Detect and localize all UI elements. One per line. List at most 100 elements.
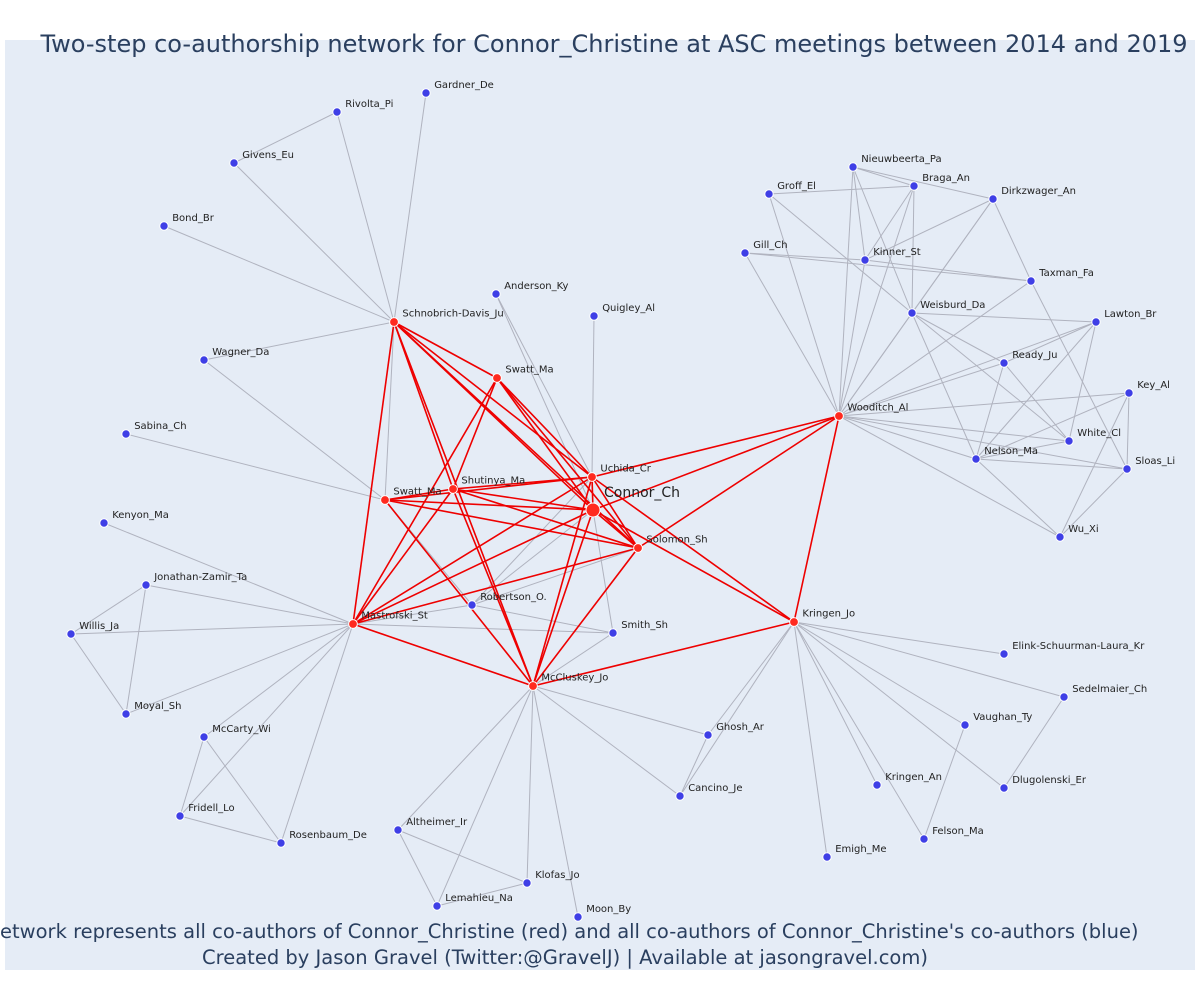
node-marker-altheimer-ir[interactable] (393, 825, 403, 835)
node-kenyon-ma[interactable]: Kenyon_Ma (99, 510, 169, 528)
node-marker-key-al[interactable] (1124, 388, 1134, 398)
node-wagner-da[interactable]: Wagner_Da (199, 347, 270, 365)
node-marker-moyal-sh[interactable] (121, 709, 131, 719)
node-marker-kenyon-ma[interactable] (99, 518, 109, 528)
node-marker-solomon-sh[interactable] (633, 543, 643, 553)
node-altheimer-ir[interactable]: Altheimer_Ir (393, 817, 468, 835)
node-marker-lemahieu-na[interactable] (432, 901, 442, 911)
node-marker-sabina-ch[interactable] (121, 429, 131, 439)
node-shutinya-ma[interactable]: Shutinya_Ma (448, 476, 526, 494)
node-marker-gill-ch[interactable] (740, 248, 750, 258)
node-kringen-an[interactable]: Kringen_An (872, 772, 942, 790)
node-givens-eu[interactable]: Givens_Eu (229, 150, 294, 168)
node-marker-emigh-me[interactable] (822, 852, 832, 862)
node-groff-el[interactable]: Groff_El (764, 181, 816, 199)
node-marker-givens-eu[interactable] (229, 158, 239, 168)
node-marker-nelson-ma[interactable] (971, 454, 981, 464)
node-marker-schnobrich-davis-ju[interactable] (389, 317, 399, 327)
node-marker-moon-by[interactable] (573, 912, 583, 922)
node-marker-swatt-ma-2[interactable] (492, 373, 502, 383)
node-fridell-lo[interactable]: Fridell_Lo (175, 803, 235, 821)
node-mccluskey-jo[interactable]: McCluskey_Jo (528, 673, 609, 691)
node-marker-lawton-br[interactable] (1091, 317, 1101, 327)
node-sloas-li[interactable]: Sloas_Li (1122, 456, 1175, 474)
node-weisburd-da[interactable]: Weisburd_Da (907, 300, 986, 318)
node-marker-kringen-jo[interactable] (789, 617, 799, 627)
node-marker-dirkzwager-an[interactable] (988, 194, 998, 204)
node-gardner-de[interactable]: Gardner_De (421, 80, 494, 98)
node-marker-white-cl[interactable] (1064, 436, 1074, 446)
node-marker-wagner-da[interactable] (199, 355, 209, 365)
node-felson-ma[interactable]: Felson_Ma (919, 826, 984, 844)
node-marker-wu-xi[interactable] (1055, 532, 1065, 542)
node-marker-vaughan-ty[interactable] (960, 720, 970, 730)
node-vaughan-ty[interactable]: Vaughan_Ty (960, 712, 1033, 730)
node-marker-mccarty-wi[interactable] (199, 732, 209, 742)
node-marker-sedelmaier-ch[interactable] (1059, 692, 1069, 702)
node-swatt-ma-1[interactable]: Swatt_Ma (380, 487, 442, 505)
node-mccarty-wi[interactable]: McCarty_Wi (199, 724, 271, 742)
node-moyal-sh[interactable]: Moyal_Sh (121, 701, 182, 719)
node-jonathan-zamir-ta[interactable]: Jonathan-Zamir_Ta (141, 572, 247, 590)
node-marker-mastrofski-st[interactable] (348, 619, 358, 629)
node-elink-schuurman-laura-kr[interactable]: Elink-Schuurman-Laura_Kr (999, 641, 1145, 659)
node-marker-ready-ju[interactable] (999, 358, 1009, 368)
node-marker-fridell-lo[interactable] (175, 811, 185, 821)
node-smith-sh[interactable]: Smith_Sh (608, 620, 668, 638)
node-rivolta-pi[interactable]: Rivolta_Pi (332, 99, 394, 117)
node-marker-bond-br[interactable] (159, 221, 169, 231)
node-marker-anderson-ky[interactable] (491, 289, 501, 299)
node-marker-uchida-cr[interactable] (587, 472, 597, 482)
node-klofas-jo[interactable]: Klofas_Jo (522, 870, 580, 888)
node-mastrofski-st[interactable]: Mastrofski_St (348, 611, 428, 629)
node-marker-felson-ma[interactable] (919, 834, 929, 844)
node-marker-dlugolenski-er[interactable] (999, 783, 1009, 793)
node-sedelmaier-ch[interactable]: Sedelmaier_Ch (1059, 684, 1147, 702)
node-marker-taxman-fa[interactable] (1026, 276, 1036, 286)
node-braga-an[interactable]: Braga_An (909, 173, 970, 191)
node-marker-rivolta-pi[interactable] (332, 107, 342, 117)
node-key-al[interactable]: Key_Al (1124, 380, 1170, 398)
node-quigley-al[interactable]: Quigley_Al (589, 303, 655, 321)
node-marker-ghosh-ar[interactable] (703, 730, 713, 740)
node-marker-kinner-st[interactable] (860, 255, 870, 265)
node-wu-xi[interactable]: Wu_Xi (1055, 524, 1099, 542)
node-ghosh-ar[interactable]: Ghosh_Ar (703, 722, 765, 740)
node-marker-connor-ch[interactable] (585, 502, 601, 518)
node-dirkzwager-an[interactable]: Dirkzwager_An (988, 186, 1076, 204)
node-taxman-fa[interactable]: Taxman_Fa (1026, 268, 1094, 286)
node-marker-klofas-jo[interactable] (522, 878, 532, 888)
node-marker-mccluskey-jo[interactable] (528, 681, 538, 691)
node-marker-gardner-de[interactable] (421, 88, 431, 98)
node-wooditch-al[interactable]: Wooditch_Al (834, 403, 909, 421)
node-marker-groff-el[interactable] (764, 189, 774, 199)
node-swatt-ma-2[interactable]: Swatt_Ma (492, 365, 554, 383)
node-marker-weisburd-da[interactable] (907, 308, 917, 318)
node-marker-cancino-je[interactable] (675, 791, 685, 801)
node-marker-kringen-an[interactable] (872, 780, 882, 790)
node-marker-elink-schuurman-laura-kr[interactable] (999, 649, 1009, 659)
node-white-cl[interactable]: White_Cl (1064, 428, 1121, 446)
node-dlugolenski-er[interactable]: Dlugolenski_Er (999, 775, 1087, 793)
node-uchida-cr[interactable]: Uchida_Cr (587, 464, 652, 482)
node-nelson-ma[interactable]: Nelson_Ma (971, 446, 1038, 464)
node-emigh-me[interactable]: Emigh_Me (822, 844, 887, 862)
node-bond-br[interactable]: Bond_Br (159, 213, 215, 231)
node-schnobrich-davis-ju[interactable]: Schnobrich-Davis_Ju (389, 309, 504, 327)
node-kinner-st[interactable]: Kinner_St (860, 247, 921, 265)
node-kringen-jo[interactable]: Kringen_Jo (789, 609, 856, 627)
node-solomon-sh[interactable]: Solomon_Sh (633, 535, 708, 553)
node-marker-swatt-ma-1[interactable] (380, 495, 390, 505)
node-marker-smith-sh[interactable] (608, 628, 618, 638)
node-robertson-o[interactable]: Robertson_O. (467, 592, 547, 610)
node-marker-sloas-li[interactable] (1122, 464, 1132, 474)
node-marker-shutinya-ma[interactable] (448, 484, 458, 494)
node-moon-by[interactable]: Moon_By (573, 904, 631, 922)
node-cancino-je[interactable]: Cancino_Je (675, 783, 743, 801)
node-gill-ch[interactable]: Gill_Ch (740, 240, 788, 258)
node-marker-robertson-o[interactable] (467, 600, 477, 610)
node-anderson-ky[interactable]: Anderson_Ky (491, 281, 569, 299)
node-marker-wooditch-al[interactable] (834, 411, 844, 421)
node-rosenbaum-de[interactable]: Rosenbaum_De (276, 830, 367, 848)
node-lawton-br[interactable]: Lawton_Br (1091, 309, 1158, 327)
